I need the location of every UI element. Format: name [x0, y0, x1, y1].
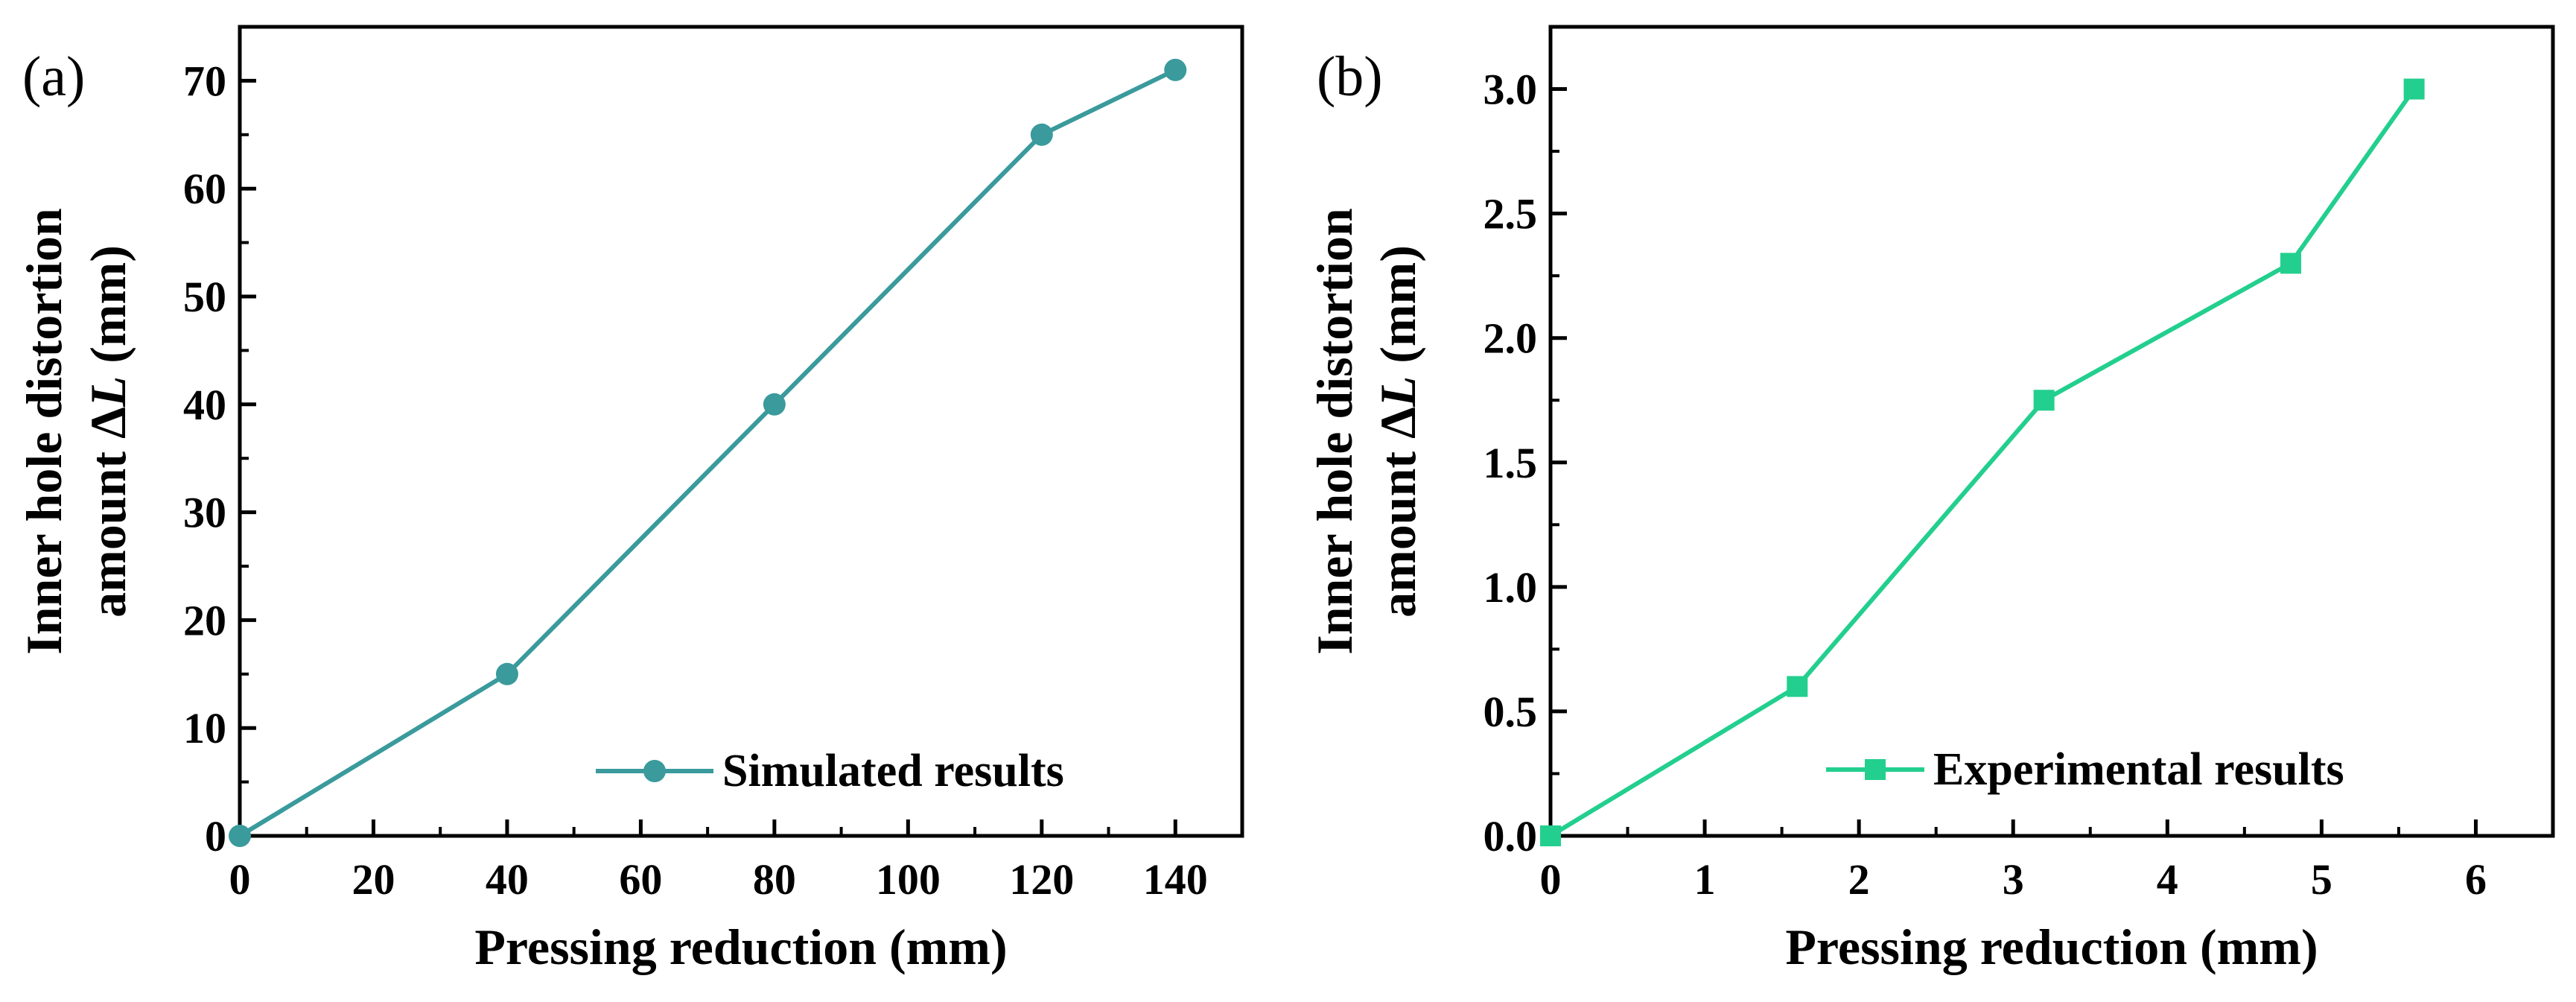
series-line [1549, 87, 2417, 838]
data-point [1164, 58, 1187, 81]
x-tick-label: 5 [2311, 855, 2332, 904]
data-point [2033, 390, 2055, 411]
x-tick-label: 20 [352, 855, 395, 904]
plot-frame [238, 25, 1244, 838]
x-tick-label: 4 [2157, 855, 2178, 904]
x-tick-label: 6 [2465, 855, 2487, 904]
y-tick-label: 0 [205, 812, 226, 860]
panel-label: (a) [22, 45, 85, 108]
x-tick-label: 40 [486, 855, 529, 904]
x-tick-label: 0 [1540, 855, 1562, 904]
legend-label: Experimental results [1933, 744, 2344, 795]
data-point [229, 825, 251, 847]
data-point [763, 393, 786, 416]
y-tick-label: 10 [183, 704, 226, 752]
y-tick-label: 0.0 [1483, 812, 1538, 860]
y-axis-title-line2: amount ΔL (mm) [80, 245, 136, 618]
data-point [1030, 123, 1053, 146]
y-axis-title-line1: Inner hole distortion [1306, 208, 1363, 654]
x-axis-title: Pressing reduction (mm) [474, 919, 1007, 975]
y-tick-label: 50 [183, 273, 226, 321]
x-tick-label: 100 [876, 855, 941, 904]
x-tick-label: 0 [229, 855, 251, 904]
chart-panel-b: 0 1 2 3 4 5 6 0.0 0.5 1.0 1.5 2.0 2.5 3.0 Pressing red… [1306, 25, 2555, 975]
y-tick-label: 70 [183, 57, 226, 105]
y-tick-label: 2.0 [1483, 314, 1538, 363]
legend: Simulated results [596, 746, 1064, 796]
data-point [1787, 676, 1808, 697]
legend-label: Simulated results [722, 746, 1064, 796]
data-point [495, 662, 518, 685]
y-tick-label: 1.5 [1483, 439, 1538, 487]
x-tick-label: 60 [619, 855, 662, 904]
y-tick-label: 60 [183, 165, 226, 213]
y-tick-label: 40 [183, 381, 226, 429]
y-axis-title-variable: L [1370, 376, 1426, 408]
y-axis-title-unit: (mm) [1370, 245, 1426, 376]
chart-panel-a: 0 20 40 60 80 100 120 140 0 10 20 30 40 50 60 70 Pressin… [16, 25, 1244, 975]
data-point [2403, 78, 2425, 100]
y-tick-label: 1.0 [1483, 563, 1538, 612]
x-tick-label: 1 [1694, 855, 1716, 904]
x-tick-label: 140 [1143, 855, 1208, 904]
plot-frame [1548, 25, 2555, 838]
legend-marker [1865, 759, 1886, 780]
data-point [1540, 825, 1561, 846]
y-axis-title-prefix: amount Δ [1370, 407, 1426, 618]
y-tick-label: 2.5 [1483, 190, 1538, 238]
y-tick-label: 0.5 [1483, 688, 1538, 736]
x-tick-label: 120 [1009, 855, 1074, 904]
x-axis-title: Pressing reduction (mm) [1785, 919, 2318, 975]
legend: Experimental results [1826, 744, 2344, 795]
series-line [238, 68, 1177, 838]
y-tick-label: 20 [183, 596, 226, 644]
panel-label: (b) [1317, 45, 1383, 108]
y-axis-title-unit: (mm) [80, 245, 136, 376]
y-tick-label: 30 [183, 489, 226, 537]
x-tick-label: 80 [753, 855, 796, 904]
x-tick-label: 3 [2003, 855, 2024, 904]
y-axis-title-variable: L [80, 376, 136, 408]
y-axis-title-line2: amount ΔL (mm) [1370, 245, 1426, 618]
x-tick-label: 2 [1848, 855, 1870, 904]
legend-marker [643, 760, 666, 782]
y-axis-title-prefix: amount Δ [80, 407, 136, 618]
y-axis-title-line1: Inner hole distortion [16, 208, 72, 654]
data-point [2280, 253, 2301, 274]
y-tick-label: 3.0 [1483, 66, 1538, 114]
